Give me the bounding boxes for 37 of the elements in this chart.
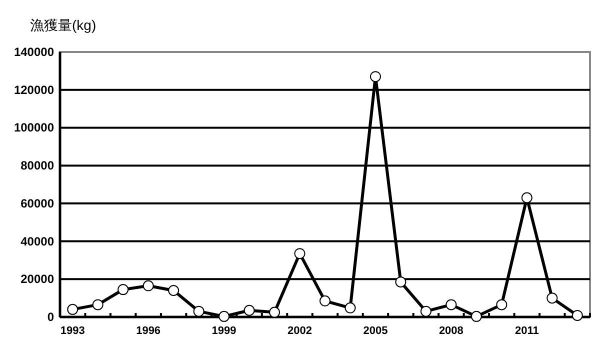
point bbox=[269, 306, 280, 318]
point bbox=[142, 280, 154, 292]
point bbox=[294, 248, 306, 260]
point bbox=[92, 299, 104, 310]
point bbox=[193, 306, 204, 317]
point bbox=[67, 304, 78, 315]
y-tick-label: 120000 bbox=[14, 82, 54, 97]
point bbox=[446, 299, 457, 310]
y-tick-label: 0 bbox=[47, 310, 54, 324]
y-tick-label: 40000 bbox=[20, 234, 54, 248]
point bbox=[521, 192, 532, 204]
x-tick-label: 1993 bbox=[60, 325, 85, 337]
y-tick-label: 100000 bbox=[14, 120, 54, 135]
point bbox=[470, 310, 482, 322]
point bbox=[496, 299, 508, 310]
point bbox=[168, 285, 180, 296]
y-axis-title: 漁獲量(kg) bbox=[30, 17, 96, 33]
point bbox=[218, 310, 230, 322]
point bbox=[244, 304, 255, 316]
x-tick-label: 2008 bbox=[438, 325, 464, 337]
x-tick-label: 2002 bbox=[288, 325, 312, 337]
point bbox=[395, 276, 406, 288]
y-tick-label: 80000 bbox=[20, 158, 54, 173]
x-tick-label: 1999 bbox=[212, 325, 236, 337]
x-tick-label: 1996 bbox=[136, 325, 161, 337]
point bbox=[546, 292, 558, 304]
point bbox=[320, 295, 330, 306]
y-tick-label: 20000 bbox=[20, 272, 54, 286]
point bbox=[370, 71, 381, 82]
point bbox=[572, 310, 583, 321]
x-tick-label: 2005 bbox=[363, 325, 388, 337]
y-tick-label: 140000 bbox=[14, 45, 54, 59]
point bbox=[118, 284, 129, 296]
x-tick-label: 2011 bbox=[514, 325, 539, 337]
point bbox=[344, 302, 356, 314]
y-tick-label: 60000 bbox=[20, 196, 54, 210]
point bbox=[420, 306, 432, 317]
